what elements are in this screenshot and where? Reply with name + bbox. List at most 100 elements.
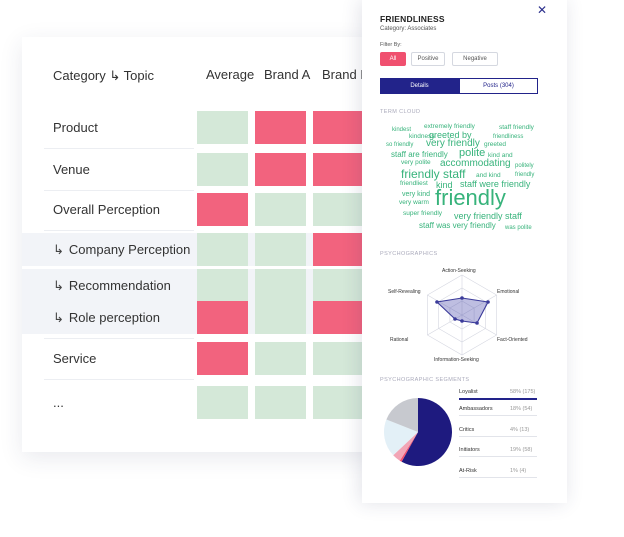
segment-name[interactable]: Critics [459,427,475,433]
header-average[interactable]: Average [206,67,255,82]
row-label[interactable]: Overall Perception [53,202,160,217]
term-cloud-word[interactable]: kindest [392,127,412,133]
segments-label: PSYCHOGRAPHIC SEGMENTS [380,377,470,383]
heatmap-cell-bad[interactable] [255,153,306,186]
heatmap-cell-good[interactable] [255,269,306,302]
pie-slice-initiators[interactable] [386,398,418,432]
heatmap-cell-bad[interactable] [197,301,248,334]
row-label[interactable]: ... [53,395,64,410]
row-divider [44,148,194,149]
term-cloud-word[interactable]: very kind [402,191,431,198]
pie-slice-at-risk[interactable] [399,432,418,462]
tab-details[interactable]: Details [380,78,459,94]
term-cloud-word[interactable]: friendly staff [401,167,466,181]
filter-positive-button[interactable]: Positive [411,52,445,66]
row-label[interactable]: ↳ Recommendation [53,278,171,294]
filter-label: Filter By: [380,42,402,48]
psychographics-label: PSYCHOGRAPHICS [380,251,438,257]
row-label[interactable]: Product [53,120,98,135]
table-rows: Product Venue Overall Perception ↳ Company P… [22,111,372,419]
term-cloud-word[interactable]: friendly [435,185,506,210]
segment-value: 19% (58) [510,447,533,453]
term-cloud-word[interactable]: staff was very friendly [419,221,496,230]
term-cloud-word[interactable]: very warm [399,199,429,206]
term-cloud-word[interactable]: and kind [476,172,501,179]
term-cloud-word[interactable]: politely [515,163,534,169]
heatmap-cell-bad[interactable] [197,193,248,226]
term-cloud-word[interactable]: was polite [505,225,532,231]
term-cloud-word[interactable]: greeted by [429,130,472,140]
term-cloud-word[interactable]: polite [459,147,486,159]
row-label-text: ... [53,395,64,410]
row-label[interactable]: Service [53,351,96,366]
term-cloud-word[interactable]: so friendly [386,142,414,148]
term-cloud-word[interactable]: accommodating [440,158,511,169]
header-brand-a[interactable]: Brand A [264,67,311,82]
term-cloud-word[interactable]: kind and [488,152,513,159]
heatmap-cell-good[interactable] [197,386,248,419]
segment-underline [459,415,537,416]
term-cloud-word[interactable]: very friendly [426,138,480,149]
row-label-text: Recommendation [68,278,171,293]
detail-panel: FRIENDLINESS ✕ Category: Associates Filt… [362,0,567,503]
header-brand-b[interactable]: Brand I [322,67,364,82]
row-label-text: Company Perception [68,242,191,257]
segment-name[interactable]: Loyalist [459,389,478,395]
heatmap-cell-good[interactable] [197,111,248,144]
segment-name[interactable]: At-Risk [459,468,477,474]
heatmap-cell-good[interactable] [255,193,306,226]
term-cloud-word[interactable]: kind [436,180,453,190]
heatmap-cell-good[interactable] [255,301,306,334]
close-icon[interactable]: ✕ [537,3,548,17]
term-cloud-word[interactable]: staff friendly [499,124,534,131]
segment-name[interactable]: Ambassadors [459,406,493,412]
radar-label-fact-oriented: Fact-Oriented [497,337,528,343]
heatmap-cell-good[interactable] [255,233,306,266]
row-label[interactable]: ↳ Company Perception [53,242,190,258]
term-cloud-word[interactable]: friendliness [493,134,524,140]
heatmap-cell-good[interactable] [197,233,248,266]
segment-value: 1% (4) [510,468,527,474]
term-cloud-word[interactable]: super friendly [403,210,443,217]
term-cloud-word[interactable]: staff are friendly [391,150,448,159]
tab-posts[interactable]: Posts (304) [459,78,538,94]
row-divider [44,230,194,231]
segment-underline [459,436,537,437]
panel-title: FRIENDLINESS [380,14,445,24]
heatmap-cell-good[interactable] [255,386,306,419]
heatmap-cell-bad[interactable] [255,111,306,144]
term-cloud-word[interactable]: extremely friendly [424,123,475,130]
term-cloud-word[interactable]: friendly [515,172,535,178]
heatmap-cell-bad[interactable] [197,342,248,375]
row-label[interactable]: ↳ Role perception [53,310,160,326]
pie-slice-critics[interactable] [393,432,418,461]
heatmap-cell-good[interactable] [197,269,248,302]
row-label-text: Product [53,120,98,135]
segment-value: 4% (13) [510,427,530,433]
filter-negative-button[interactable]: Negative [452,52,498,66]
panel-subtitle: Category: Associates [380,26,437,32]
pie-slice-loyalist[interactable] [401,398,452,466]
term-cloud-word[interactable]: staff were friendly [460,179,531,189]
row-label-text: Venue [53,162,90,177]
heatmap-cell-good[interactable] [255,342,306,375]
term-cloud-word[interactable]: very friendly staff [454,211,522,221]
psychographics-radar-chart [427,274,497,356]
heatmap-cell-good[interactable] [197,153,248,186]
pie-slice-ambassadors[interactable] [384,419,418,456]
term-cloud-word[interactable]: kindness [409,133,435,140]
term-cloud-label: TERM CLOUD [380,109,421,115]
filter-all-button[interactable]: All [380,52,406,66]
term-cloud-word[interactable]: friendliest [400,180,428,187]
term-cloud-word[interactable]: very polite [401,159,431,166]
radar-label-action-seeking: Action-Seeking [442,268,476,274]
term-cloud-word[interactable]: greeted [484,141,507,148]
radar-label-rational: Rational [390,337,409,343]
header-category-topic[interactable]: Category ↳ Topic [53,68,154,83]
row-divider [44,338,194,339]
radar-label-self-revealing: Self-Revealing [388,289,421,295]
segment-name[interactable]: Initiators [459,447,480,453]
subtopic-arrow-icon: ↳ [53,310,64,325]
row-label[interactable]: Venue [53,162,90,177]
row-label-text: Overall Perception [53,202,160,217]
